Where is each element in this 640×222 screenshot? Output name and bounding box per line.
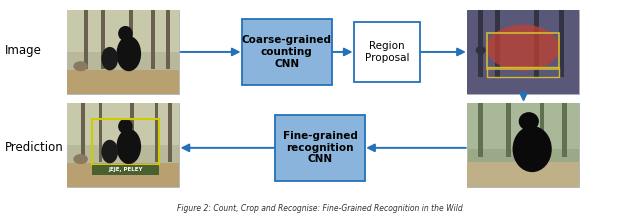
- Bar: [67, 103, 179, 187]
- Bar: [559, 10, 564, 77]
- Ellipse shape: [118, 26, 132, 41]
- Bar: [101, 10, 105, 69]
- Text: Region
Proposal: Region Proposal: [365, 41, 409, 63]
- Bar: [168, 103, 172, 162]
- Ellipse shape: [118, 119, 132, 134]
- Bar: [495, 10, 500, 77]
- Ellipse shape: [101, 140, 118, 163]
- Bar: [92, 165, 159, 175]
- Bar: [67, 103, 179, 145]
- Text: Coarse-grained
counting
CNN: Coarse-grained counting CNN: [242, 35, 332, 69]
- FancyBboxPatch shape: [242, 19, 332, 85]
- Bar: [488, 34, 559, 69]
- Bar: [488, 67, 559, 77]
- Text: Fine-grained
recognition
CNN: Fine-grained recognition CNN: [283, 131, 357, 165]
- Ellipse shape: [74, 154, 88, 164]
- Ellipse shape: [101, 47, 118, 70]
- Bar: [467, 10, 579, 94]
- Bar: [534, 10, 539, 77]
- Bar: [67, 70, 179, 94]
- Bar: [540, 103, 545, 157]
- Ellipse shape: [74, 61, 88, 71]
- Bar: [467, 10, 579, 94]
- Bar: [129, 10, 132, 69]
- Text: Figure 2: Count, Crop and Recognise: Fine-Grained Recognition in the Wild: Figure 2: Count, Crop and Recognise: Fin…: [177, 204, 463, 213]
- Bar: [467, 162, 579, 187]
- FancyBboxPatch shape: [275, 115, 365, 181]
- Bar: [130, 103, 134, 162]
- Ellipse shape: [487, 25, 559, 71]
- Bar: [467, 103, 579, 149]
- Bar: [99, 103, 102, 162]
- Ellipse shape: [476, 46, 486, 54]
- Ellipse shape: [513, 126, 552, 172]
- Bar: [479, 103, 483, 157]
- Bar: [467, 103, 579, 187]
- Bar: [81, 103, 84, 162]
- Bar: [155, 103, 159, 162]
- Ellipse shape: [116, 36, 141, 71]
- Ellipse shape: [116, 129, 141, 164]
- Bar: [67, 10, 179, 52]
- Bar: [67, 10, 179, 94]
- FancyBboxPatch shape: [354, 22, 420, 82]
- Bar: [479, 10, 483, 77]
- Bar: [84, 10, 88, 69]
- Bar: [166, 10, 170, 69]
- Bar: [151, 10, 155, 69]
- Text: JEJE, PELEY: JEJE, PELEY: [108, 167, 143, 172]
- Text: Prediction: Prediction: [5, 141, 64, 154]
- Bar: [563, 103, 567, 157]
- Ellipse shape: [518, 112, 539, 131]
- Text: Image: Image: [5, 44, 42, 57]
- Bar: [92, 119, 159, 165]
- Bar: [506, 103, 511, 157]
- Bar: [67, 163, 179, 187]
